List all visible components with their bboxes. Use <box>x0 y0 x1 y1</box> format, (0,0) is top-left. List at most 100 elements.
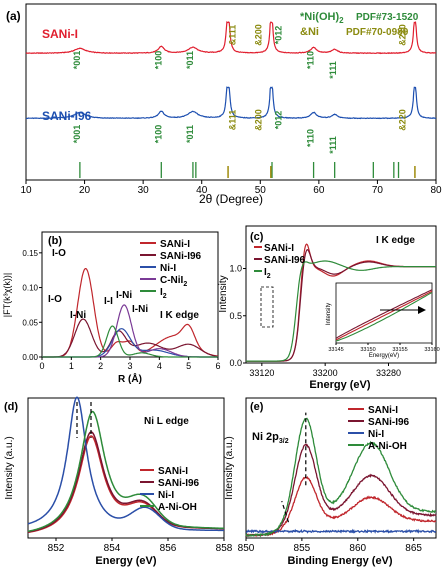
d-x-tick-label: 852 <box>48 543 65 554</box>
peak-label-sani-i96: *100 <box>153 125 163 144</box>
panel-b-x-axis-label: R (Å) <box>118 372 142 385</box>
panel-b-exafs: (b) 0 1 2 3 4 5 6 0.00 0.05 0.10 0.15 R (Å) |FT(k³… <box>2 231 221 385</box>
panel-a-xrd: (a) 10 20 30 40 50 60 70 80 2θ (Degree) SANi-I … <box>6 3 442 206</box>
inset-curve <box>335 290 433 341</box>
peak-label-sani-i: *110 <box>306 51 316 69</box>
b-y-tick-label: 0.00 <box>22 353 38 362</box>
panel-e-ticks: 850 855 860 865 <box>238 538 422 554</box>
e-legend-label: Ni-I <box>368 429 384 440</box>
panel-c-ticks: 33120 33200 33280 0.0 0.5 1.0 <box>229 264 401 378</box>
legend-ni: &Ni <box>300 26 319 38</box>
b-legend-label: C-NiI2 <box>160 275 187 288</box>
panel-c-frame <box>245 225 437 364</box>
peak-label-sani-i96: *110 <box>306 129 316 147</box>
panel-c-zoom-box <box>260 286 274 328</box>
peak-label-sani-i96: *111 <box>328 136 338 154</box>
e-legend-label: SANi-I <box>368 405 398 416</box>
c-legend-label: I2 <box>264 267 271 280</box>
ni-l-series-ni-i <box>27 396 224 532</box>
peak-label-sani-i: *111 <box>328 61 338 79</box>
pdf-ref-1: PDF#73-1520 <box>356 12 419 23</box>
panel-e-y-axis-label: Intensity (a.u.) <box>224 436 235 499</box>
inset-x-tick-label: 33145 <box>328 347 343 353</box>
b-legend-sub: 2 <box>183 281 187 288</box>
peak-label-sani-i: *001 <box>72 51 82 70</box>
b-y-tick-label: 0.05 <box>22 318 38 327</box>
xps-series-a-ni-oh <box>245 417 436 538</box>
annot-i-o-2: I-O <box>48 294 62 305</box>
d-legend-label: SANi-I96 <box>158 478 200 489</box>
d-legend-label: SANi-I <box>158 466 188 477</box>
peak-label-sani-i96: &220 <box>398 109 408 131</box>
panel-b-ticks: 0 1 2 3 4 5 6 0.00 0.05 0.10 0.15 <box>22 249 220 371</box>
peak-label-sani-i: *100 <box>153 51 163 70</box>
panel-d-curves <box>27 396 224 534</box>
inset-x-axis-label: Energy(eV) <box>369 353 399 359</box>
panel-a-curves <box>25 21 437 120</box>
panel-a-peak-labels: *001 *100 *011&111 &200 *012 *110 *111&220 *001… <box>72 24 408 154</box>
e-legend-label: SANi-I96 <box>368 417 410 428</box>
inset-x-tick-label: 33160 <box>424 347 439 353</box>
panel-c-x-axis-label: Energy (eV) <box>309 379 370 391</box>
x-tick-label: 50 <box>255 185 267 196</box>
xrd-series-sani-i96 <box>25 86 436 120</box>
d-x-tick-label: 856 <box>160 543 177 554</box>
peak-label-sani-i: *011 <box>185 51 195 69</box>
pdf-ref-2: PDF#70-0989 <box>346 27 409 38</box>
c-y-tick-label: 1.0 <box>229 264 242 274</box>
panel-e-xps: (e) 850 855 860 865 Binding Energy (eV) Int… <box>224 397 437 567</box>
peak-label-sani-i96: *001 <box>72 125 82 144</box>
panel-a-x-axis-label: 2θ (Degree) <box>199 192 263 206</box>
panel-d-label: (d) <box>4 401 18 413</box>
b-x-tick-label: 5 <box>186 361 191 371</box>
xps-series-sani-i <box>245 475 437 538</box>
peak-label-sani-i: &200 <box>253 24 263 46</box>
panel-c-curves <box>246 243 436 362</box>
legend-ni-oh-sub: 2 <box>339 16 344 25</box>
annot-i-ni-1: I-Ni <box>70 310 86 321</box>
panel-a-frame <box>25 3 437 181</box>
inset-ticks: 33145 33150 33155 33160 <box>328 343 440 353</box>
annot-i-ni-2: I-Ni <box>116 290 132 301</box>
x-tick-label: 10 <box>20 185 32 196</box>
exafs-series-sani-i96 <box>42 318 219 358</box>
c-x-tick-label: 33200 <box>313 368 338 378</box>
b-y-tick-label: 0.10 <box>22 284 38 293</box>
peak-label-sani-i: &111 <box>228 25 238 46</box>
inset-curve <box>335 289 433 339</box>
b-legend-label: SANi-I <box>160 239 190 250</box>
panel-a-x-ticks: 10 20 30 40 50 60 70 80 <box>20 180 442 196</box>
e-x-tick-label: 855 <box>294 543 311 554</box>
inset-curves <box>335 289 433 342</box>
peak-label-sani-i: *012 <box>273 26 283 45</box>
panel-a-reference-lines <box>79 162 416 178</box>
panel-c-label: (c) <box>250 231 264 243</box>
c-y-tick-label: 0.5 <box>229 311 242 321</box>
xps-series-ni-i <box>246 528 436 535</box>
c-y-tick-label: 0.0 <box>229 358 242 368</box>
c-legend-sub: 2 <box>267 273 271 280</box>
panel-e-x-axis-label: Binding Energy (eV) <box>287 555 392 567</box>
b-legend-sub: 2 <box>163 293 167 300</box>
e-x-tick-label: 850 <box>238 543 255 554</box>
c-legend-label: SANi-I96 <box>264 255 306 266</box>
panel-d-y-axis-label: Intensity (a.u.) <box>4 436 15 499</box>
legend-ni-oh-text: *Ni(OH) <box>300 11 339 23</box>
legend-ni-oh: *Ni(OH)2 <box>300 11 344 25</box>
d-x-tick-label: 858 <box>216 543 233 554</box>
peak-label-sani-i96: &111 <box>228 110 238 131</box>
inset-curve <box>335 291 433 342</box>
panel-e-core-text: Ni 2p <box>252 431 279 443</box>
panel-b-edge-label: I K edge <box>160 310 199 321</box>
x-tick-label: 80 <box>430 185 442 196</box>
b-legend-label: I2 <box>160 287 167 300</box>
annot-i-i: I-I <box>104 296 113 307</box>
c-x-tick-label: 33280 <box>376 368 401 378</box>
annot-i-ni-3: I-Ni <box>132 304 148 315</box>
d-legend-label: A-Ni-OH <box>158 502 197 513</box>
